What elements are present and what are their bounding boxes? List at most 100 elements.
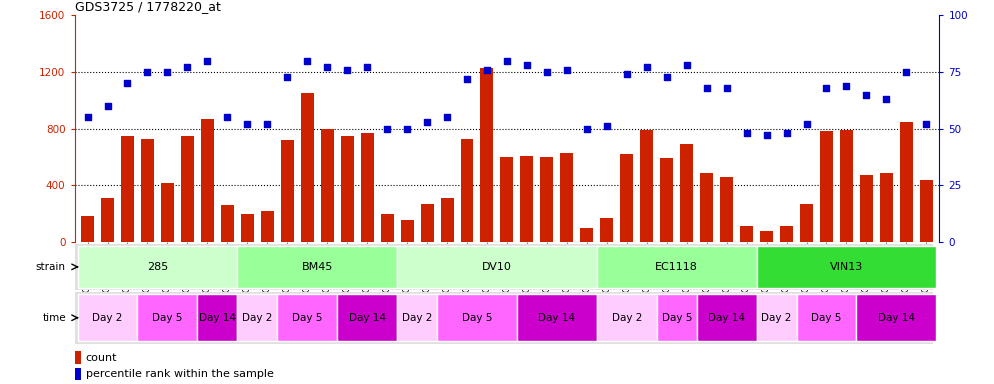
Bar [741, 226, 753, 242]
Text: strain: strain [36, 262, 66, 272]
Bar [201, 119, 214, 242]
Point [598, 123, 614, 129]
Bar [596, 295, 657, 341]
Point [479, 67, 495, 73]
Text: Day 14: Day 14 [708, 313, 746, 323]
Text: Day 14: Day 14 [539, 313, 576, 323]
Text: 285: 285 [147, 262, 168, 272]
Bar [756, 246, 936, 288]
Bar [796, 295, 857, 341]
Bar [437, 295, 517, 341]
Point [739, 130, 754, 136]
Text: EC1118: EC1118 [655, 262, 698, 272]
Bar [440, 198, 453, 242]
Point [180, 65, 196, 71]
Bar [78, 246, 238, 288]
Bar [75, 367, 82, 380]
Bar [600, 218, 613, 242]
Bar [521, 156, 534, 242]
Bar [680, 144, 693, 242]
Point [139, 69, 155, 75]
Bar [381, 214, 394, 242]
Bar [840, 130, 853, 242]
Point [519, 62, 535, 68]
Bar [301, 93, 314, 242]
Point [839, 83, 855, 89]
Bar [756, 295, 796, 341]
Bar [341, 136, 354, 242]
Point [459, 76, 475, 82]
Text: Day 5: Day 5 [462, 313, 492, 323]
Point [319, 65, 335, 71]
Text: Day 2: Day 2 [243, 313, 272, 323]
Text: DV10: DV10 [482, 262, 512, 272]
Bar [337, 295, 397, 341]
Bar [221, 205, 234, 242]
Point [339, 67, 355, 73]
Text: Day 14: Day 14 [199, 313, 236, 323]
Bar [420, 204, 433, 242]
Point [758, 132, 774, 139]
Point [918, 121, 934, 127]
Bar [620, 154, 633, 242]
Bar [500, 157, 514, 242]
Point [80, 114, 95, 121]
Point [240, 121, 255, 127]
Bar [397, 246, 596, 288]
Bar [860, 175, 873, 242]
Bar [517, 295, 596, 341]
Point [419, 119, 435, 125]
Bar [800, 204, 813, 242]
Point [818, 85, 834, 91]
Text: Day 5: Day 5 [152, 313, 183, 323]
Point [119, 80, 135, 86]
Point [359, 65, 375, 71]
Text: Day 5: Day 5 [292, 313, 322, 323]
Bar [900, 122, 912, 242]
Point [99, 103, 115, 109]
Bar [238, 295, 277, 341]
Point [679, 62, 695, 68]
Text: count: count [85, 353, 117, 363]
Point [220, 114, 236, 121]
Point [559, 67, 575, 73]
Bar [321, 129, 334, 242]
Text: Day 14: Day 14 [878, 313, 914, 323]
Bar [238, 246, 397, 288]
Bar [277, 295, 337, 341]
Point [719, 85, 735, 91]
Text: VIN13: VIN13 [830, 262, 863, 272]
Point [299, 58, 315, 64]
Point [899, 69, 914, 75]
Bar [580, 228, 593, 242]
Bar [660, 158, 673, 242]
Bar [720, 177, 734, 242]
Bar [640, 130, 653, 242]
Bar [161, 183, 174, 242]
Bar [820, 131, 833, 242]
Point [639, 65, 655, 71]
Text: Day 5: Day 5 [662, 313, 692, 323]
Bar [82, 217, 94, 242]
Point [798, 121, 814, 127]
Bar [181, 136, 194, 242]
Text: Day 2: Day 2 [611, 313, 642, 323]
Text: Day 2: Day 2 [92, 313, 122, 323]
Bar [137, 295, 198, 341]
Point [400, 126, 415, 132]
Point [279, 73, 295, 79]
Bar [401, 220, 414, 242]
Point [159, 69, 175, 75]
Bar [460, 139, 473, 242]
Point [539, 69, 555, 75]
Bar [101, 198, 114, 242]
Point [499, 58, 515, 64]
Bar [880, 172, 893, 242]
Point [619, 71, 635, 77]
Bar [919, 180, 932, 242]
Bar [260, 212, 273, 242]
Bar [280, 140, 294, 242]
Point [699, 85, 715, 91]
Point [859, 92, 875, 98]
Text: Day 5: Day 5 [811, 313, 842, 323]
